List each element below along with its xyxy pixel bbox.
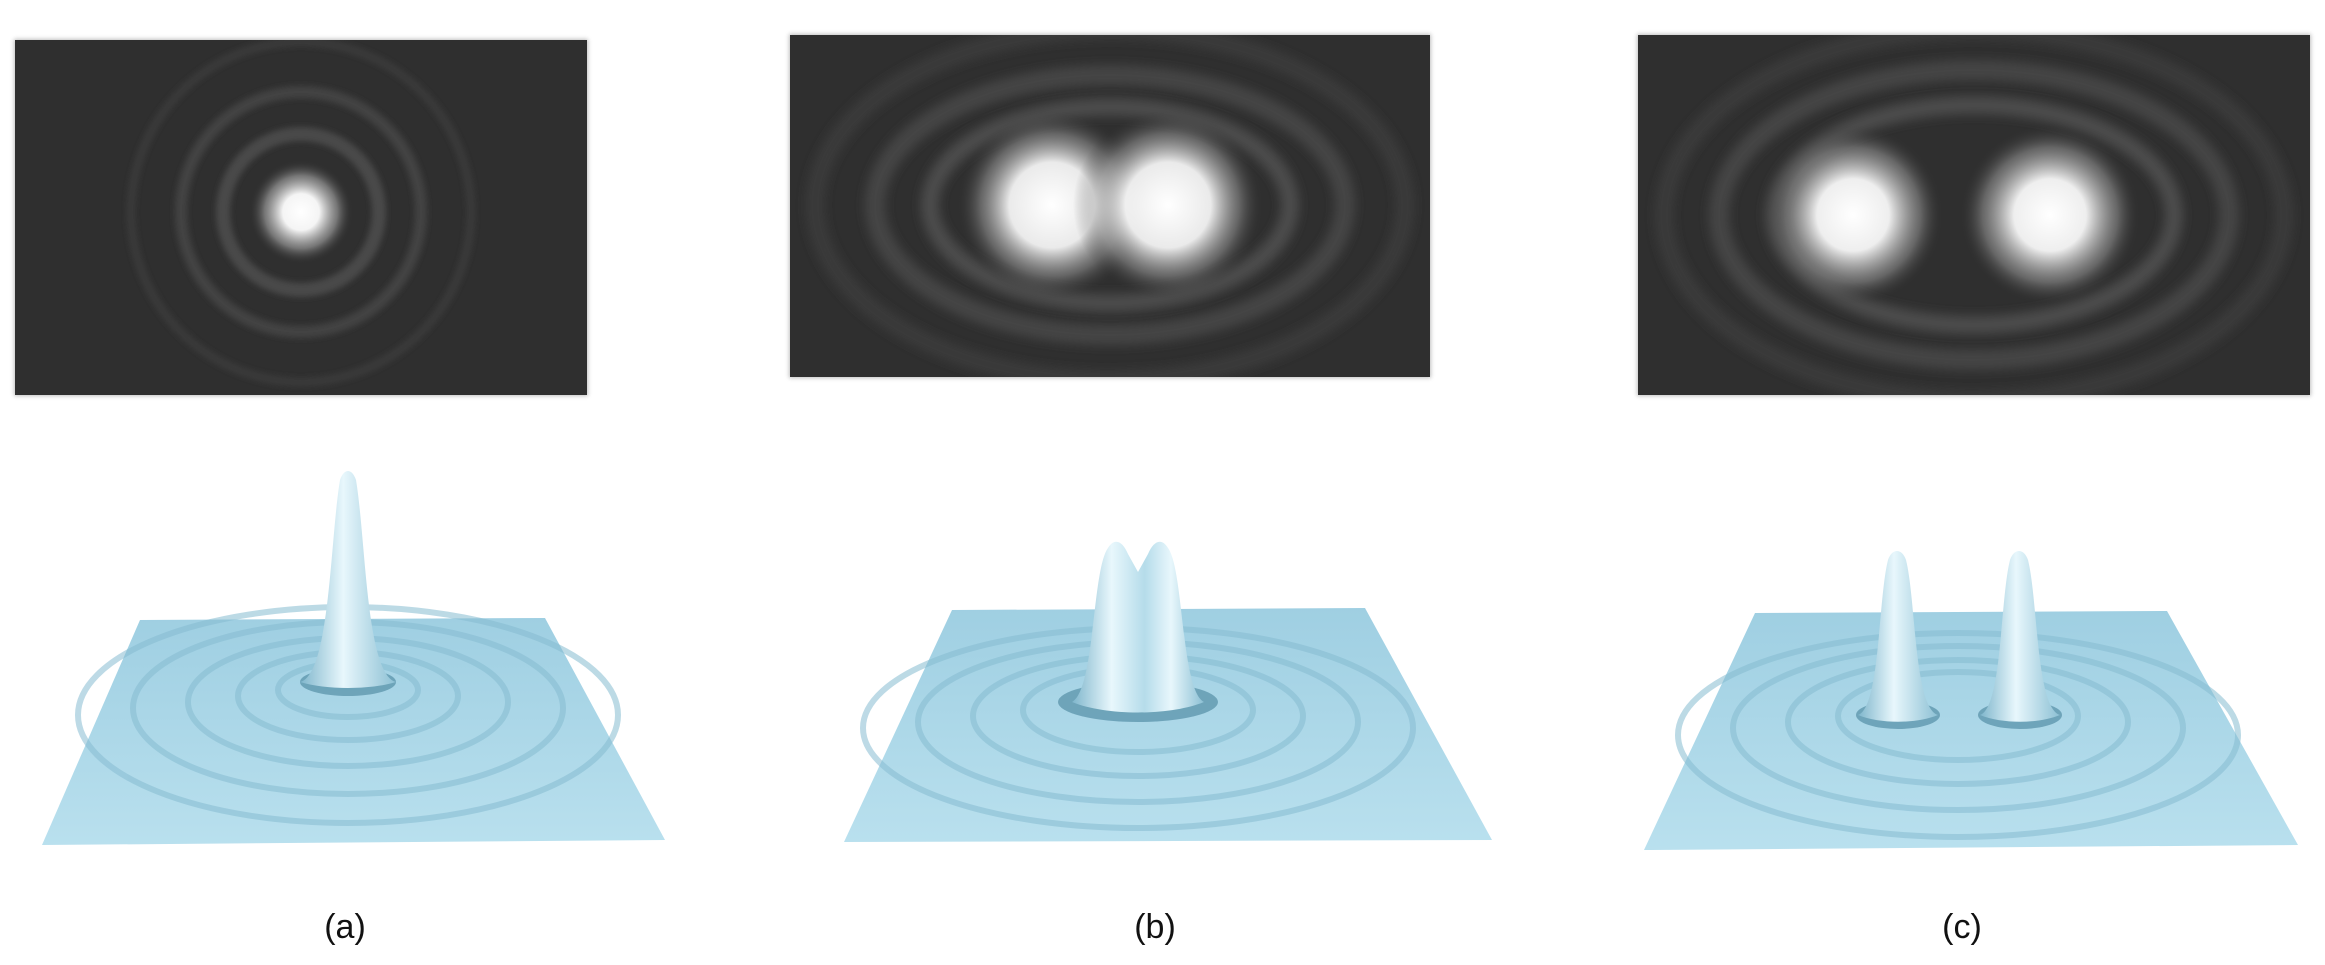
spot-right [1073,110,1263,300]
surface-plot-overlapping-peaks [844,541,1492,842]
diffraction-ring [1709,60,2239,370]
double-peak [1072,541,1204,713]
ripple [1675,630,2241,840]
airy-pattern-separated [1638,35,2310,395]
diffraction-ring [806,35,1414,377]
intensity-surface-a [30,470,680,850]
peak-left [1858,551,1938,722]
ripple [1835,669,2081,763]
intensity-image-a [15,40,587,395]
central-spot [249,160,353,264]
diffraction-ring [175,86,427,338]
diffraction-ring [865,65,1355,345]
panel-label-c: (c) [1942,908,1982,946]
spot-right [1960,125,2140,305]
peak-right [1980,551,2060,722]
central-peak [300,471,396,688]
diffraction-ring [216,127,386,297]
ripple [1730,643,2186,813]
surface-plot-single-peak [42,471,665,845]
intensity-image-c [1638,35,2310,395]
surface-plot-separated-peaks [1644,551,2298,850]
intensity-surface-b [840,530,1500,850]
intensity-surface-c [1640,540,2305,860]
diffraction-ring [921,98,1299,312]
diffraction-ring [1655,35,2293,395]
diffraction-ring [127,40,475,386]
airy-pattern-overlap [790,35,1430,377]
ripple [1785,657,2131,787]
panel-label-a: (a) [324,908,366,946]
surface-plane [42,618,665,845]
airy-pattern-single [15,40,587,395]
panel-label-b: (b) [1134,908,1176,946]
spot-left [1763,125,1943,305]
intensity-image-b [790,35,1430,377]
